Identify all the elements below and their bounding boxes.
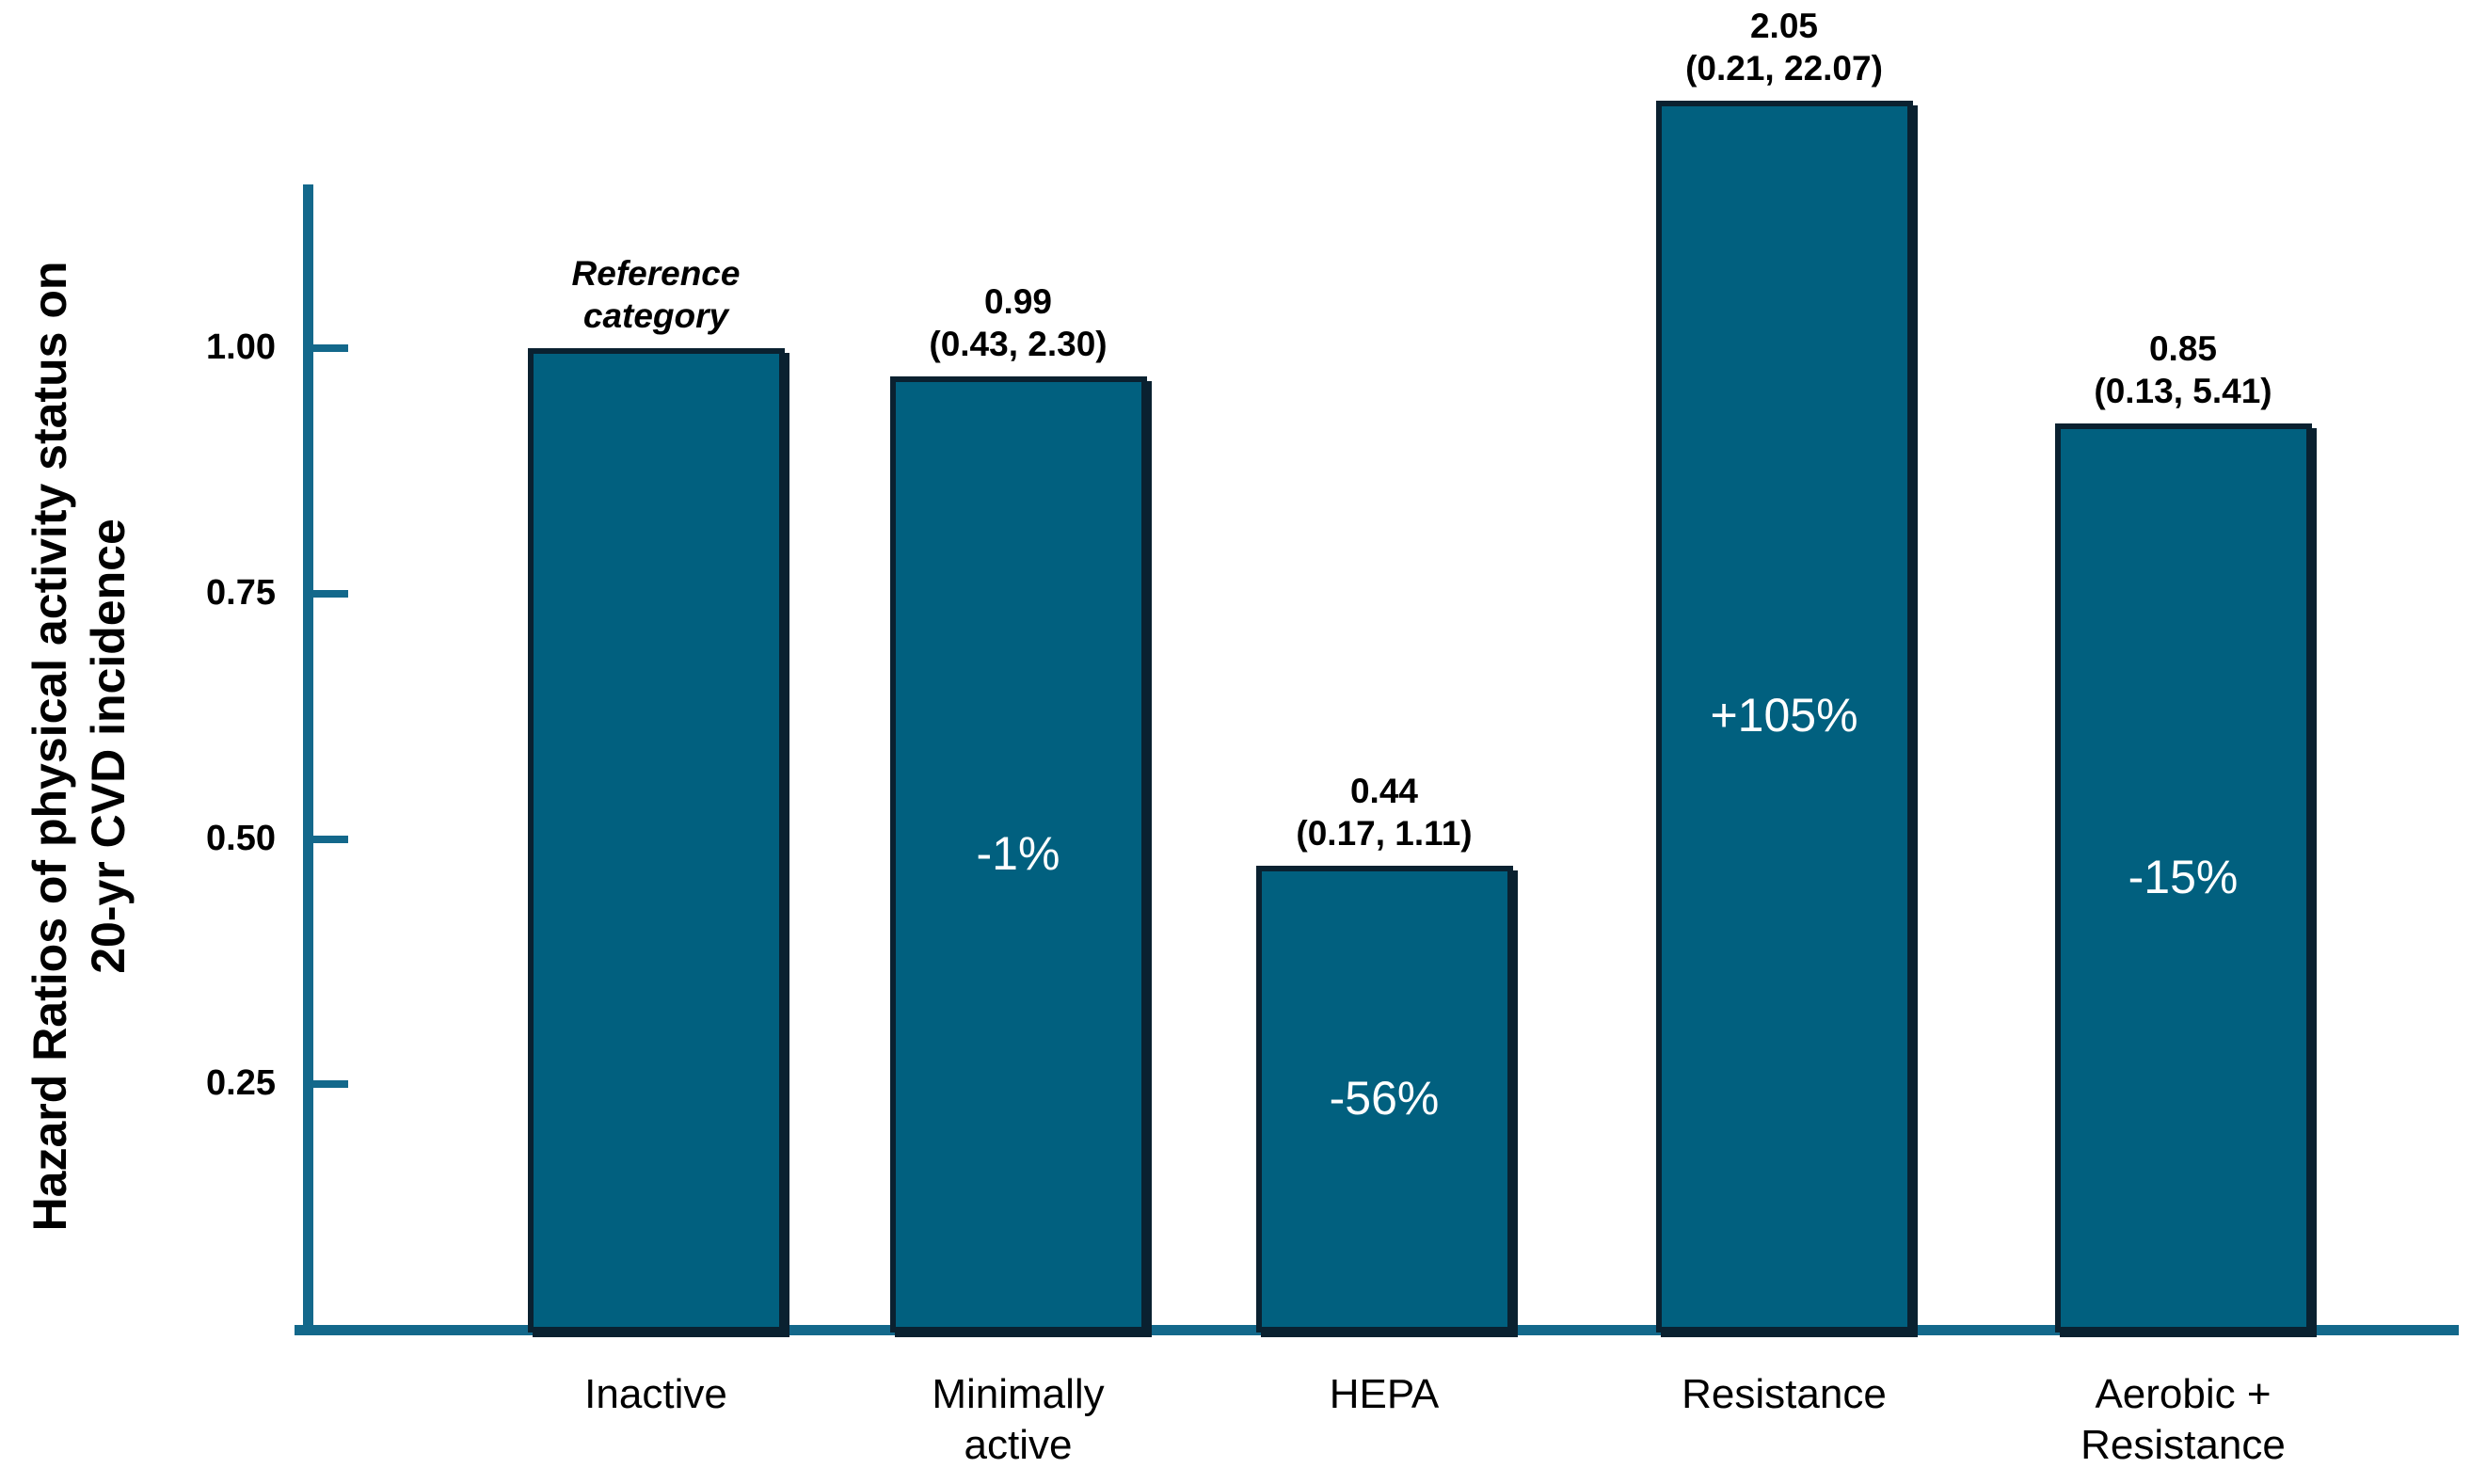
bar-resistance xyxy=(1655,101,1913,1332)
y-tick-label: 0.75 xyxy=(206,572,276,613)
x-axis-category-label: HEPA xyxy=(1329,1371,1440,1417)
y-axis-tick xyxy=(303,589,348,598)
bar-percent-label: -15% xyxy=(2128,851,2239,903)
x-axis-category-label: Resistance xyxy=(1682,1371,1887,1417)
y-axis-tick xyxy=(303,344,348,352)
bar-hepa xyxy=(1255,866,1513,1332)
y-tick-label: 0.25 xyxy=(206,1063,276,1104)
bar-aerobic-resistance xyxy=(2054,423,2312,1332)
y-axis-line xyxy=(303,184,313,1334)
bar-percent-label: +105% xyxy=(1710,689,1858,742)
y-axis-tick xyxy=(303,1080,348,1089)
x-axis-category-label: Inactive xyxy=(584,1371,727,1417)
y-axis-title: Hazard Ratios of physical activity statu… xyxy=(21,135,143,1358)
y-axis-tick xyxy=(303,835,348,843)
bar-value-annotation: Reference category xyxy=(571,254,741,335)
bar-percent-label: -56% xyxy=(1329,1072,1440,1125)
bar-inactive xyxy=(527,348,785,1332)
bar-value-annotation: 0.44 (0.17, 1.11) xyxy=(1296,772,1473,853)
x-axis-category-label: Minimally active xyxy=(932,1371,1105,1468)
y-tick-label: 1.00 xyxy=(206,327,276,367)
bar-value-annotation: 2.05 (0.21, 22.07) xyxy=(1685,7,1883,88)
y-tick-label: 0.50 xyxy=(206,818,276,858)
bar-value-annotation: 0.99 (0.43, 2.30) xyxy=(929,282,1108,363)
bar-value-annotation: 0.85 (0.13, 5.41) xyxy=(2094,329,2272,410)
bar-minimally-active xyxy=(889,376,1147,1332)
x-axis-category-label: Aerobic + Resistance xyxy=(2080,1371,2286,1468)
y-axis-title-line1: Hazard Ratios of physical activity statu… xyxy=(24,261,76,1232)
bar-percent-label: -1% xyxy=(976,827,1060,880)
